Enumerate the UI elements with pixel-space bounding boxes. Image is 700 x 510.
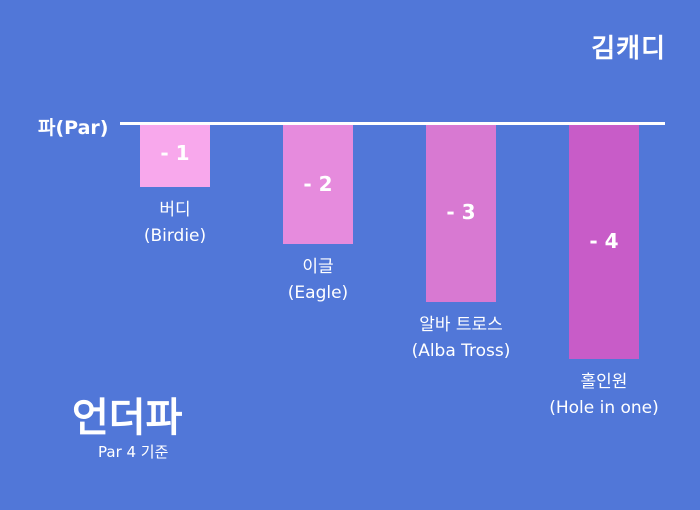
category-label: 이글 (Eagle)	[238, 254, 398, 306]
category-label-english: (Birdie)	[143, 225, 207, 246]
bar-1	[140, 125, 210, 187]
chart-subtitle: Par 4 기준	[98, 443, 169, 461]
category-label-english: (Eagle)	[287, 283, 349, 303]
par-label: 파(Par)	[38, 117, 109, 139]
category-label-korean: 알바 트로스	[419, 314, 503, 335]
brand-logo: 김캐디	[591, 34, 666, 64]
bar-value-label: - 4	[589, 229, 619, 253]
bar-value-label: - 2	[303, 171, 333, 196]
category-label: 홀인원 (Hole in one)	[524, 369, 684, 421]
category-label: 알바 트로스 (Alba Tross)	[381, 312, 541, 364]
bar-4	[569, 125, 639, 359]
bar-value-label: - 3	[446, 200, 476, 225]
chart-title: 언더파	[72, 395, 183, 441]
par-baseline	[120, 122, 665, 125]
category-label: 버디 (Birdie)	[95, 197, 255, 249]
category-label-korean: 이글	[302, 257, 334, 277]
category-label-english: (Hole in one)	[549, 398, 659, 418]
category-label-korean: 버디	[159, 199, 191, 220]
category-label-korean: 홀인원	[580, 372, 628, 392]
bar-value-label: - 1	[160, 140, 190, 165]
bar-2	[283, 125, 353, 244]
bar-3	[426, 125, 496, 302]
category-label-english: (Alba Tross)	[411, 340, 511, 361]
